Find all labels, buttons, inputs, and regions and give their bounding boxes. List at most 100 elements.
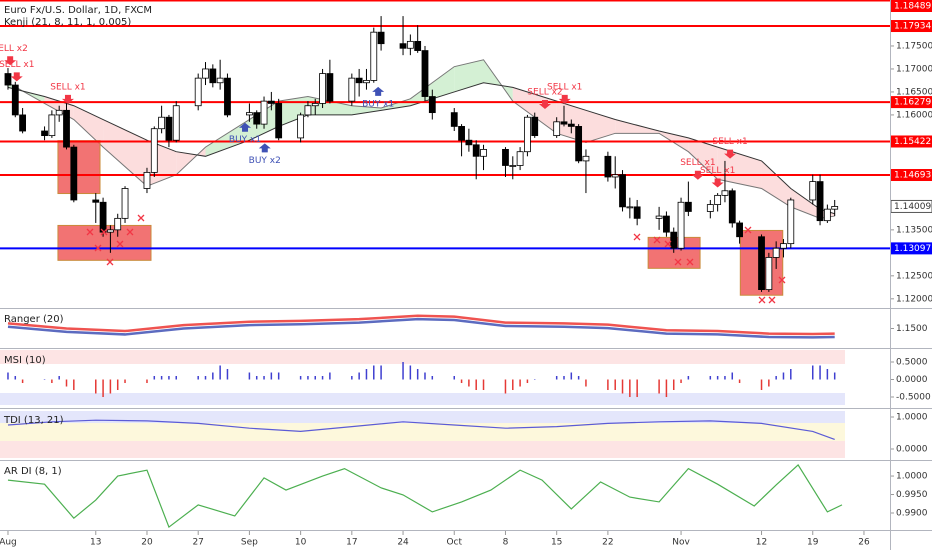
candle-body: [728, 190, 736, 224]
candle-body: [92, 199, 100, 203]
indicator-bar: [329, 372, 331, 380]
level-label: 1.17934: [894, 22, 931, 32]
indicator-bar: [555, 376, 558, 380]
indicator-bar: [665, 379, 668, 398]
candle-body: [772, 247, 780, 258]
indicator-bar: [658, 379, 660, 394]
band-fill: [512, 87, 557, 134]
candle-body: [355, 77, 363, 84]
candle-body: [48, 114, 56, 137]
candle-body: [816, 181, 824, 222]
indicator-line: [7, 314, 835, 336]
band-fill: [790, 188, 821, 219]
indicator-bar: [526, 379, 529, 384]
band-fill: [351, 105, 382, 115]
x-tick-label: 24: [397, 538, 409, 548]
indicator-bar: [65, 379, 68, 387]
indicator-bar: [621, 379, 624, 394]
indicator-bar: [760, 379, 763, 391]
indicator-bar: [73, 379, 75, 391]
level-label: 1.13097: [894, 244, 931, 254]
indicator-line: [7, 317, 835, 339]
x-tick-label: 20: [141, 538, 153, 548]
candle-body: [326, 73, 334, 102]
candle-body: [106, 229, 114, 233]
indicator-bar: [833, 372, 836, 380]
candle-body: [706, 204, 714, 212]
level-label-box: [891, 96, 932, 109]
level-label: 1.15422: [894, 137, 931, 147]
candle-body: [158, 116, 166, 130]
signal-crosses: [86, 214, 786, 304]
y-tick-label: 1.17500: [896, 41, 932, 51]
level-label-box: [891, 169, 932, 182]
signal-label: SELL x1: [712, 137, 747, 147]
y-tick-label: 0.9950: [896, 490, 928, 500]
candle-body: [202, 68, 209, 79]
signal-label: BUY x1: [229, 135, 261, 145]
x-tick-label: 27: [192, 538, 203, 548]
signal-label: BUY x2: [249, 156, 281, 166]
candle-body: [560, 121, 568, 125]
indicator-bar: [724, 376, 726, 380]
indicator-bar: [563, 376, 565, 380]
signal-label: SELL x1: [0, 60, 34, 70]
indicator-bar: [585, 379, 587, 387]
candle-body: [4, 73, 12, 86]
x-tick-label: 19: [807, 538, 819, 548]
indicator-bar: [570, 372, 573, 380]
candle-body: [619, 174, 626, 208]
indicator-bar: [687, 376, 690, 380]
y-tick-label: 1.13500: [896, 225, 932, 235]
band-fill: [585, 110, 616, 143]
indicator-bar: [226, 369, 229, 380]
x-tick-label: 22: [602, 538, 613, 548]
candle-body: [714, 194, 722, 205]
candle-body: [480, 149, 487, 157]
candle-body: [458, 126, 465, 141]
indicator-bar: [321, 376, 324, 380]
candle-body: [121, 188, 129, 219]
candle-body: [253, 112, 261, 125]
indicator-bar: [95, 379, 97, 394]
y-tick-label: -0.5000: [896, 393, 931, 403]
level-label-box: [891, 0, 932, 12]
candle-body: [377, 31, 385, 45]
indicator-bar: [709, 376, 712, 380]
level-label-box: [891, 242, 932, 255]
signal-arrow: [258, 143, 271, 153]
indicator-bar: [116, 379, 119, 391]
y-tick-label: 1.16500: [896, 87, 932, 97]
candle-body: [677, 201, 685, 249]
candle-body: [319, 73, 326, 104]
y-tick-label: 1.17000: [896, 64, 932, 74]
msi-lower-zone: [0, 393, 845, 405]
candle-body: [465, 139, 473, 146]
signal-arrow: [61, 94, 74, 104]
candle-body: [63, 109, 70, 148]
x-tick-label: 26: [858, 538, 870, 548]
indicator-bar: [299, 376, 302, 380]
candle-body: [311, 103, 319, 107]
indicator-bar: [504, 379, 507, 394]
indicator-bar: [402, 362, 404, 380]
candle-body: [626, 206, 634, 209]
indicator-bar: [255, 376, 258, 380]
panel-title: MSI (10): [4, 355, 46, 366]
y-tick-label: 1.1500: [896, 324, 928, 334]
y-tick-label: 0.0000: [896, 444, 928, 454]
y-tick-label: 0.9900: [896, 509, 928, 519]
candle-body: [780, 243, 787, 249]
candle-body: [55, 109, 63, 116]
candle-body: [267, 100, 275, 104]
candle-body: [450, 112, 458, 127]
candle-body: [633, 206, 641, 219]
candle-body: [304, 105, 312, 116]
candle-body: [275, 103, 283, 139]
band-fill: [615, 119, 660, 134]
candle-body: [363, 80, 370, 84]
signal-arrow: [10, 72, 23, 82]
indicator-bar: [826, 369, 829, 380]
indicator-bar: [43, 379, 46, 381]
